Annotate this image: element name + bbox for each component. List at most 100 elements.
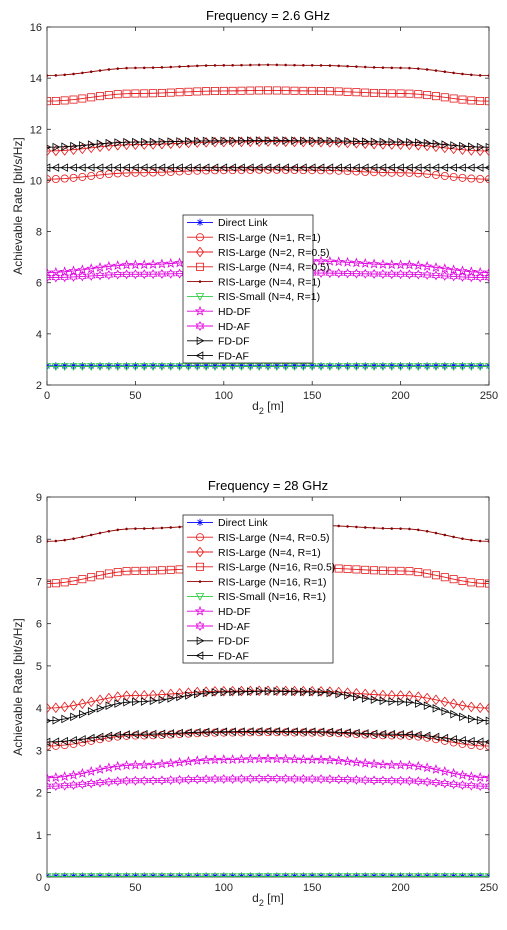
data-point	[149, 566, 158, 575]
legend-swatch-marker	[196, 336, 205, 346]
data-point	[246, 86, 255, 95]
data-point	[423, 701, 432, 710]
data-point	[192, 727, 201, 737]
data-point	[485, 716, 489, 726]
data-point	[459, 712, 467, 722]
data-point	[361, 362, 369, 370]
data-point	[360, 258, 371, 268]
legend-entry-label: HD-DF	[218, 606, 251, 618]
legend-swatch-marker	[195, 651, 204, 660]
data-point	[272, 86, 281, 95]
data-point	[174, 756, 185, 767]
data-point	[142, 527, 146, 530]
data-point	[229, 362, 237, 370]
data-point	[112, 760, 123, 771]
data-point	[352, 687, 361, 699]
data-point	[485, 175, 489, 184]
data-point	[185, 136, 193, 146]
data-point	[342, 256, 353, 267]
data-point	[47, 175, 51, 184]
data-point	[201, 873, 211, 877]
data-point	[317, 166, 326, 175]
series-line	[47, 89, 489, 102]
data-point	[476, 96, 485, 105]
data-point	[423, 138, 432, 148]
data-point	[316, 727, 325, 737]
data-point	[96, 362, 104, 370]
data-point	[176, 137, 185, 146]
data-point	[378, 729, 387, 739]
series-0	[47, 362, 489, 370]
legend-swatch-marker	[195, 293, 205, 301]
data-point	[104, 363, 114, 372]
data-point	[431, 363, 441, 372]
data-point	[178, 525, 181, 529]
series-7	[47, 773, 489, 792]
data-point	[60, 873, 69, 877]
data-point	[467, 363, 476, 372]
data-point	[78, 363, 87, 372]
data-point	[113, 363, 122, 372]
data-point	[388, 697, 397, 706]
legend-swatch-marker	[195, 533, 204, 542]
data-point	[122, 89, 131, 98]
data-point	[360, 729, 369, 738]
legend-entry-label: FD-DF	[218, 636, 250, 648]
data-point	[87, 573, 96, 582]
data-point	[130, 759, 141, 770]
legend-entry-label: HD-DF	[218, 306, 251, 318]
data-point	[104, 873, 114, 877]
data-point	[291, 687, 299, 697]
data-point	[60, 174, 69, 183]
data-point	[148, 775, 158, 786]
data-point	[220, 136, 229, 146]
data-point	[431, 163, 440, 172]
data-point	[458, 700, 467, 711]
data-point	[431, 571, 440, 580]
data-point	[361, 730, 370, 739]
data-point	[440, 736, 449, 745]
data-point	[47, 737, 51, 747]
data-point	[140, 566, 149, 575]
data-point	[69, 163, 77, 172]
data-point	[334, 564, 343, 573]
data-point	[368, 758, 380, 769]
data-point	[201, 163, 210, 172]
data-point	[51, 272, 61, 283]
data-point	[113, 873, 122, 877]
data-point	[326, 136, 335, 146]
data-point	[211, 362, 219, 370]
data-point	[378, 873, 388, 877]
data-point	[396, 730, 404, 739]
data-point	[272, 728, 281, 737]
data-point	[423, 569, 432, 578]
data-point	[334, 774, 344, 785]
data-point	[404, 259, 415, 270]
data-point	[228, 727, 236, 736]
data-point	[184, 163, 192, 172]
legend-swatch-marker	[196, 218, 204, 226]
data-point	[431, 92, 440, 101]
data-point	[361, 167, 370, 176]
data-point	[54, 74, 58, 77]
data-point	[316, 268, 326, 278]
data-point	[475, 163, 484, 172]
data-point	[246, 685, 255, 697]
data-point	[342, 756, 353, 766]
data-point	[122, 775, 131, 786]
x-tick-label: 200	[391, 390, 409, 402]
data-point	[78, 94, 87, 103]
data-point	[397, 697, 406, 707]
data-point	[379, 362, 387, 370]
data-point	[431, 270, 441, 281]
data-point	[405, 363, 414, 372]
data-point	[96, 170, 105, 179]
data-point	[131, 363, 140, 372]
x-tick-label: 50	[129, 882, 141, 894]
data-point	[103, 260, 115, 271]
data-point	[487, 539, 489, 543]
data-point	[131, 873, 140, 877]
data-point	[434, 69, 438, 72]
data-point	[281, 873, 290, 877]
data-point	[450, 362, 458, 370]
